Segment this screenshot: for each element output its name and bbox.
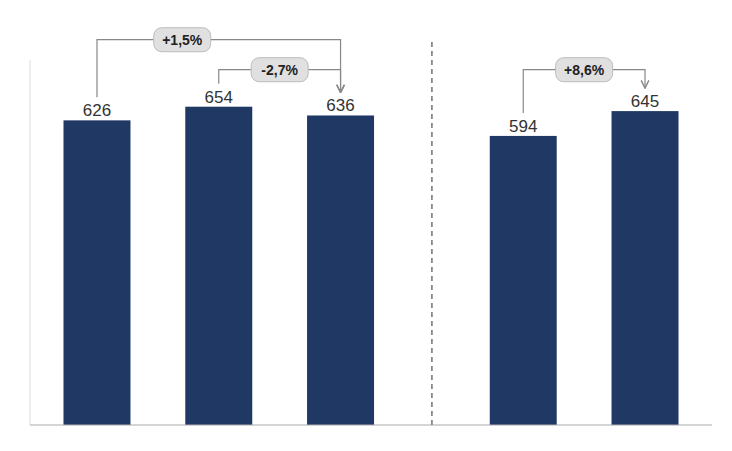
bars: [63, 107, 678, 425]
annotation: -2,7%: [219, 58, 341, 93]
annotation-text: +8,6%: [564, 62, 605, 78]
annotation-text: -2,7%: [261, 62, 298, 78]
y-axis-line: [30, 60, 31, 425]
divider: [431, 40, 433, 425]
data-label: 626: [83, 101, 111, 120]
x-axis-line: [30, 425, 712, 426]
bar: [63, 120, 130, 425]
annotation-badge: [556, 58, 613, 82]
data-label: 654: [205, 88, 233, 107]
data-label: 645: [631, 92, 659, 111]
bar: [307, 115, 374, 425]
annotation-bracket: [97, 40, 341, 98]
bar: [612, 111, 679, 425]
data-label: 594: [509, 117, 537, 136]
annotation-badge: [154, 28, 211, 52]
chart: 626 654 636 594 645 +1,5% -2,7% +8,6%: [0, 0, 732, 451]
bar: [490, 136, 557, 425]
annotation: +8,6%: [523, 58, 645, 113]
annotation-badge: [251, 58, 308, 82]
annotation-text: +1,5%: [162, 32, 203, 48]
data-label: 636: [326, 96, 354, 115]
annotation: +1,5%: [97, 28, 341, 98]
bar: [185, 107, 252, 425]
